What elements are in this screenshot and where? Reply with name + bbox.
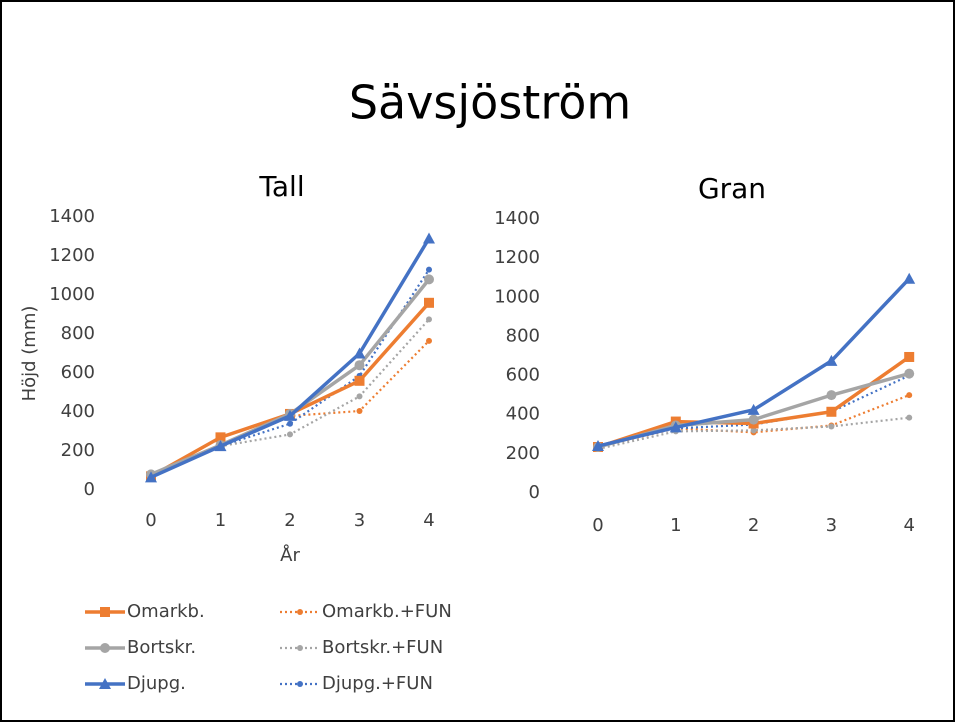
y-tick-label: 1200 [49,245,95,266]
x-tick-label: 1 [670,515,681,536]
x-tick-label: 3 [826,515,837,536]
marker [669,421,682,433]
marker [904,368,915,379]
marker [426,266,432,273]
y-tick-label: 600 [61,362,95,383]
y-tick-label: 1000 [49,284,95,305]
y-tick-label: 400 [506,404,540,425]
marker [353,347,366,359]
x-tick-label: 4 [423,510,434,531]
x-tick-label: 4 [903,515,914,536]
y-tick-label: 600 [506,365,540,386]
marker [354,360,365,371]
marker [906,392,913,399]
marker [354,375,365,386]
marker [826,406,837,417]
marker [284,409,296,421]
marker [356,408,363,415]
marker [592,440,604,452]
y-tick-label: 0 [84,479,95,500]
legend-label: Djupg. [127,673,186,694]
legend-marker [297,609,303,615]
y-axis-label: Höjd (mm) [19,306,40,402]
marker [825,354,838,366]
x-tick-label: 0 [145,510,156,531]
marker [424,297,434,308]
marker [903,272,916,284]
legend-marker [297,681,303,687]
y-tick-label: 1200 [494,247,540,268]
marker [750,427,757,434]
marker [356,393,363,400]
y-tick-label: 400 [61,401,95,422]
legend-label: Bortskr.+FUN [322,637,443,658]
legend-label: Omarkb.+FUN [322,601,452,622]
marker [145,471,157,483]
x-tick-label: 1 [215,510,226,531]
chart-title: Gran [698,172,766,205]
marker [215,432,226,443]
legend-marker [100,643,110,653]
x-tick-label: 2 [284,510,295,531]
x-tick-label: 2 [748,515,759,536]
legend-marker [297,645,303,651]
marker [287,420,293,427]
y-tick-label: 1000 [494,286,540,307]
marker [426,316,432,323]
x-tick-label: 0 [592,515,603,536]
marker [747,403,760,415]
marker [424,274,434,285]
slide-title: Sävsjöström [349,76,631,130]
legend-label: Bortskr. [127,637,196,658]
y-tick-label: 0 [529,482,540,503]
chart-title: Tall [258,170,304,203]
series-line [597,416,910,451]
marker [423,232,435,244]
y-tick-label: 800 [506,325,540,346]
y-tick-label: 800 [61,323,95,344]
legend-marker [100,607,110,617]
marker [748,414,759,425]
legend-label: Djupg.+FUN [322,673,433,694]
marker [904,351,915,362]
y-tick-label: 200 [506,443,540,464]
x-tick-label: 3 [354,510,365,531]
marker [906,414,913,421]
legend-marker [99,678,111,689]
marker [426,337,432,344]
marker [826,390,837,401]
y-tick-label: 200 [61,440,95,461]
marker [287,431,293,438]
y-tick-label: 1400 [49,206,95,227]
y-tick-label: 1400 [494,208,540,229]
x-axis-label: År [280,544,300,566]
marker [828,423,835,430]
series-line [597,374,910,448]
marker [214,440,227,452]
legend-label: Omarkb. [127,601,205,622]
